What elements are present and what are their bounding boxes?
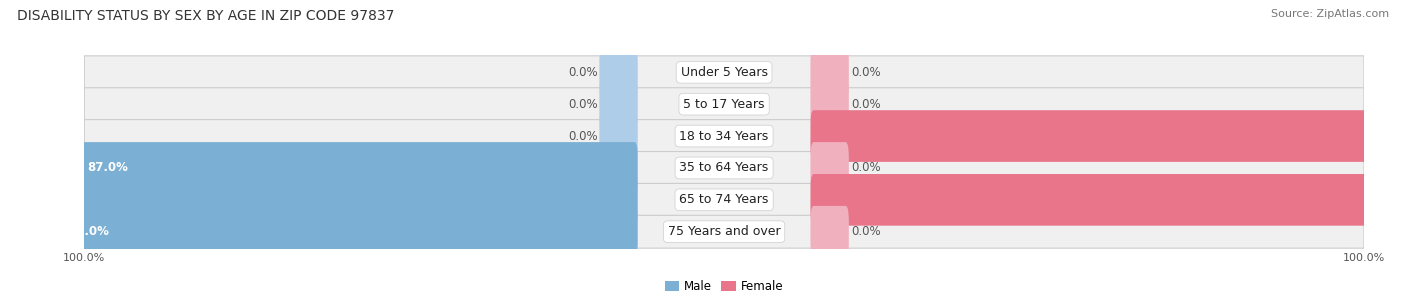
FancyBboxPatch shape [84, 120, 1364, 153]
FancyBboxPatch shape [75, 142, 638, 194]
Text: 100.0%: 100.0% [1395, 193, 1406, 206]
Text: 65 to 74 Years: 65 to 74 Years [679, 193, 769, 206]
Text: 75 Years and over: 75 Years and over [668, 225, 780, 238]
FancyBboxPatch shape [810, 78, 849, 130]
Text: 0.0%: 0.0% [568, 130, 598, 143]
Text: 87.0%: 87.0% [87, 161, 128, 174]
Text: 18 to 34 Years: 18 to 34 Years [679, 130, 769, 143]
FancyBboxPatch shape [810, 206, 849, 257]
FancyBboxPatch shape [84, 151, 1364, 184]
FancyBboxPatch shape [599, 110, 638, 162]
FancyBboxPatch shape [599, 47, 638, 98]
FancyBboxPatch shape [810, 47, 849, 98]
Text: 0.0%: 0.0% [568, 66, 598, 79]
FancyBboxPatch shape [84, 183, 1364, 216]
FancyBboxPatch shape [84, 88, 1364, 121]
Text: 100.0%: 100.0% [1395, 130, 1406, 143]
Text: 0.0%: 0.0% [568, 98, 598, 111]
Text: 0.0%: 0.0% [851, 161, 880, 174]
FancyBboxPatch shape [84, 56, 1364, 89]
Text: 35 to 64 Years: 35 to 64 Years [679, 161, 769, 174]
Text: Source: ZipAtlas.com: Source: ZipAtlas.com [1271, 9, 1389, 19]
Text: 0.0%: 0.0% [851, 66, 880, 79]
Text: 5 to 17 Years: 5 to 17 Years [683, 98, 765, 111]
Text: 90.0%: 90.0% [69, 225, 110, 238]
FancyBboxPatch shape [810, 142, 849, 194]
Text: 0.0%: 0.0% [851, 98, 880, 111]
FancyBboxPatch shape [810, 110, 1406, 162]
Text: 100.0%: 100.0% [4, 193, 53, 206]
Text: DISABILITY STATUS BY SEX BY AGE IN ZIP CODE 97837: DISABILITY STATUS BY SEX BY AGE IN ZIP C… [17, 9, 394, 23]
FancyBboxPatch shape [599, 78, 638, 130]
FancyBboxPatch shape [0, 174, 638, 226]
FancyBboxPatch shape [810, 174, 1406, 226]
Text: Under 5 Years: Under 5 Years [681, 66, 768, 79]
FancyBboxPatch shape [84, 215, 1364, 248]
Text: 0.0%: 0.0% [851, 225, 880, 238]
FancyBboxPatch shape [56, 206, 638, 257]
Legend: Male, Female: Male, Female [661, 275, 787, 298]
